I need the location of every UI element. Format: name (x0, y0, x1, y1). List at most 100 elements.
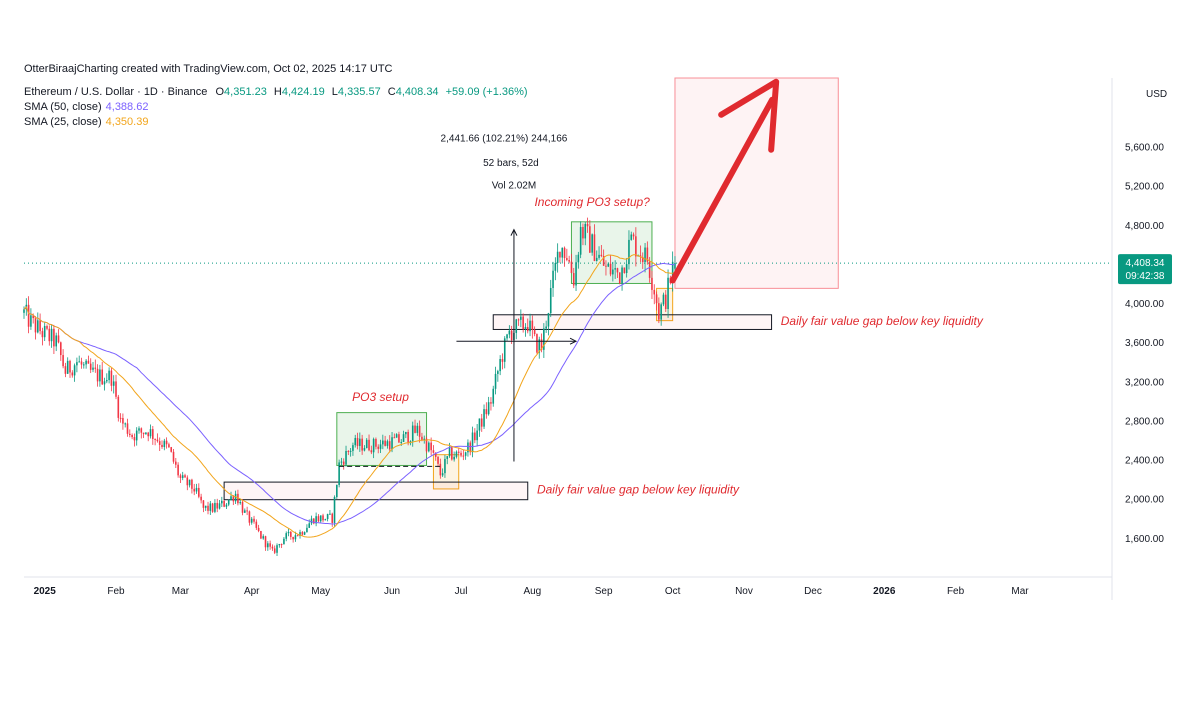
candle-body (202, 500, 205, 508)
candle-body (625, 264, 628, 274)
candle (614, 260, 616, 279)
candle (593, 224, 596, 262)
candle-body (402, 434, 405, 442)
candle-body (154, 438, 156, 440)
candle (478, 418, 481, 437)
candle-body (152, 429, 154, 439)
candle-body (612, 269, 614, 275)
ohlc-low-value: 4,335.57 (337, 86, 381, 98)
candle (354, 434, 357, 448)
candle (388, 435, 391, 453)
candles (23, 217, 676, 556)
candle (662, 292, 665, 307)
candle-body (428, 442, 430, 452)
candle-body (322, 515, 324, 521)
candle-body (529, 320, 531, 332)
candle (122, 413, 124, 430)
candle (524, 323, 527, 337)
candle-body (73, 365, 76, 376)
candle-body (632, 234, 635, 237)
candle-body (223, 500, 225, 507)
x-tick-label: Oct (665, 586, 681, 597)
candle (632, 232, 635, 240)
candle-body (444, 458, 446, 474)
candle-body (342, 461, 345, 465)
candle-body (138, 428, 140, 431)
candle-body (62, 355, 64, 367)
candle-body (50, 328, 53, 342)
sma25-legend[interactable]: SMA (25, close) 4,350.39 (24, 116, 148, 128)
candle-body (356, 437, 359, 446)
candle-body (59, 342, 62, 356)
candle (522, 313, 524, 333)
x-tick-label: Dec (804, 586, 822, 597)
candle-body (600, 254, 603, 256)
candle-body (119, 417, 122, 419)
candle-body (276, 545, 278, 553)
candle-body (112, 381, 115, 386)
candle (57, 329, 60, 344)
candle (480, 413, 483, 432)
candle-body (264, 536, 267, 548)
candle-body (667, 277, 669, 310)
candle-body (398, 434, 400, 443)
x-tick-label: Feb (947, 586, 965, 597)
candle (497, 369, 499, 382)
candle-body (96, 368, 99, 382)
candle-body (522, 316, 524, 330)
candle (386, 439, 389, 449)
y-tick-label: 5,200.00 (1125, 182, 1164, 193)
candle-body (391, 437, 393, 450)
candle-body (209, 503, 212, 511)
candle (568, 255, 570, 264)
candle-body (333, 497, 336, 523)
candle-body (306, 527, 308, 533)
y-tick-label: 3,600.00 (1125, 338, 1164, 349)
candle (103, 377, 106, 391)
candle (214, 499, 216, 514)
candle-body (336, 484, 338, 498)
candle (317, 514, 320, 523)
candle (232, 495, 235, 506)
candle-body (267, 543, 269, 548)
candle (73, 363, 76, 382)
candle (207, 501, 209, 515)
candle-body (370, 450, 373, 453)
candle-body (221, 500, 223, 504)
candle (600, 245, 603, 258)
candle-body (71, 372, 74, 376)
candle-body (260, 531, 262, 539)
candle (398, 431, 400, 444)
candle (135, 427, 138, 446)
sma50-legend[interactable]: SMA (50, close) 4,388.62 (24, 101, 148, 113)
candle (485, 402, 488, 419)
candle (418, 420, 421, 443)
sma50-line (23, 262, 676, 525)
candle (43, 322, 46, 342)
y-tick-label: 4,000.00 (1125, 299, 1164, 310)
candle-body (572, 273, 575, 286)
candle (278, 543, 281, 548)
candle (570, 253, 573, 274)
candle (292, 536, 294, 543)
candle-body (108, 370, 110, 381)
candle (271, 544, 274, 551)
candle-body (561, 247, 564, 258)
candle-body (520, 316, 522, 320)
candle (372, 437, 375, 459)
y-tick-label: 5,600.00 (1125, 142, 1164, 153)
candle (168, 442, 170, 448)
candle-body (80, 361, 83, 365)
candle (83, 361, 85, 369)
candle-body (117, 396, 120, 418)
candle (559, 251, 561, 263)
candle (108, 367, 110, 384)
candle (230, 491, 232, 501)
candle (191, 478, 193, 494)
candle-body (549, 288, 552, 314)
candle (572, 267, 575, 289)
candle-body (99, 369, 101, 382)
candle (556, 243, 559, 273)
candle-body (531, 320, 534, 330)
